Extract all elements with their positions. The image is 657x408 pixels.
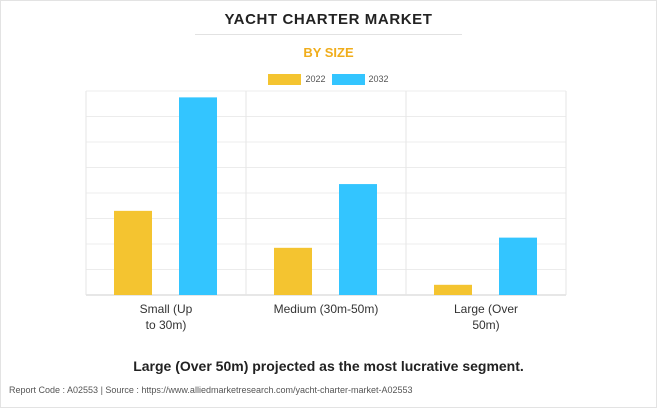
category-label-0: Small (Up to 30m) [96, 301, 236, 333]
bar-2032-cat-0[interactable] [179, 97, 217, 295]
bar-2032-cat-1[interactable] [339, 184, 377, 295]
bar-2022-cat-2[interactable] [434, 284, 472, 295]
category-label-2: Large (Over 50m) [416, 301, 556, 333]
legend-swatch-2032 [331, 73, 365, 85]
category-label-line: 50m) [472, 318, 500, 332]
category-label-line: Small (Up [139, 302, 193, 316]
key-finding-text: Large (Over 50m) projected as the most l… [133, 358, 524, 374]
source-footer: Report Code : A02553 | Source : https://… [9, 385, 413, 395]
legend: 2022 2032 [0, 72, 657, 86]
legend-label-2022: 2022 [305, 74, 326, 84]
chart-subtitle: BY SIZE [303, 45, 354, 60]
bar-2022-cat-1[interactable] [274, 247, 312, 295]
category-label-line: Large (Over [453, 302, 519, 316]
legend-item-2032[interactable]: 2032 [331, 73, 389, 85]
legend-swatch-2022 [268, 73, 302, 85]
category-label-line: Medium (30m-50m) [273, 302, 379, 316]
bar-2022-cat-0[interactable] [114, 210, 152, 295]
legend-item-2022[interactable]: 2022 [268, 73, 326, 85]
title-divider [195, 34, 462, 35]
bar-2032-cat-2[interactable] [499, 237, 537, 295]
legend-label-2032: 2032 [368, 74, 389, 84]
category-label-line: to 30m) [145, 318, 187, 332]
chart-title: YACHT CHARTER MARKET [224, 11, 433, 28]
category-label-1: Medium (30m-50m) [256, 301, 396, 317]
